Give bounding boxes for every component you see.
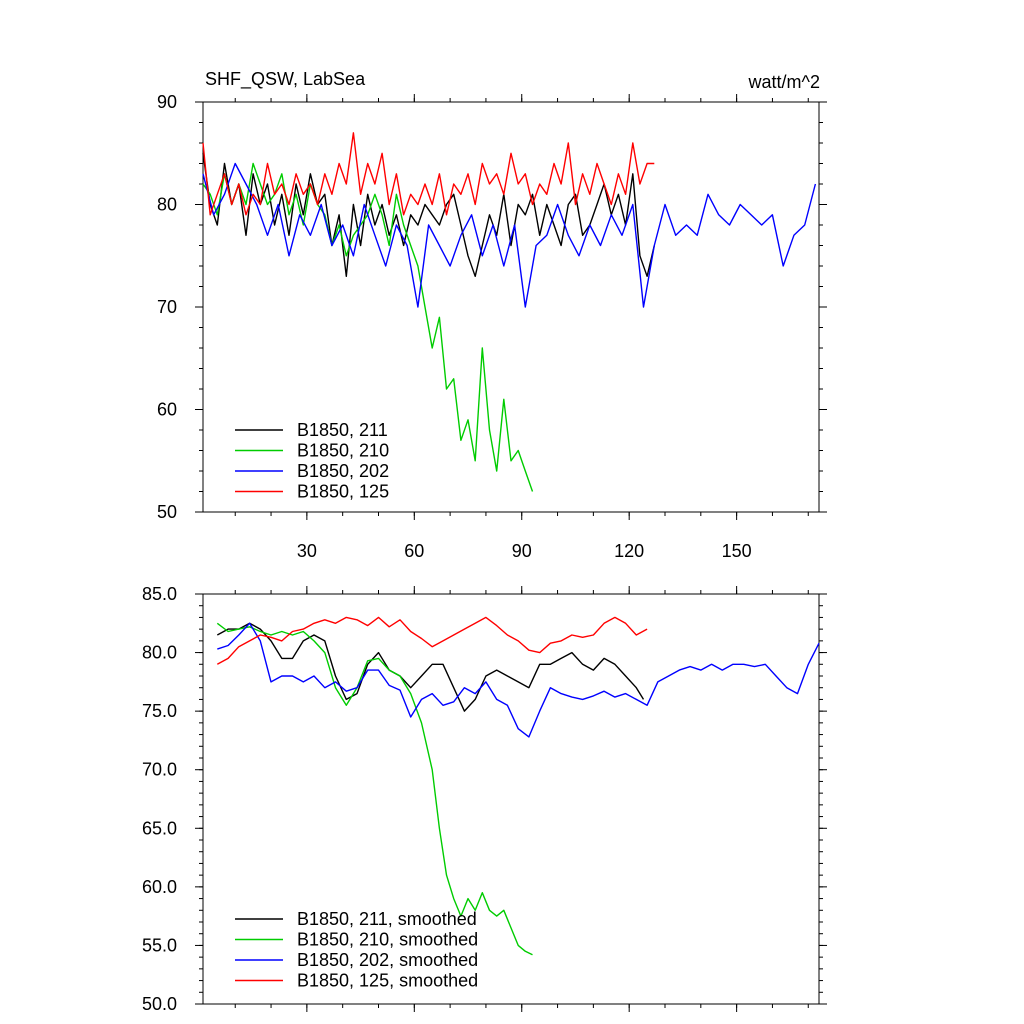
legend-label: B1850, 211 [297, 420, 388, 440]
y-tick-label: 60.0 [142, 877, 177, 897]
top-chart-units: watt/m^2 [748, 72, 820, 92]
series-line [216, 622, 645, 712]
y-tick-label: 60 [157, 400, 177, 420]
top-axis-ticks: 50 60 70 80 90 30 60 90 120 150 [157, 92, 827, 561]
x-tick-label: 90 [512, 541, 532, 561]
y-tick-label: 70.0 [142, 760, 177, 780]
legend-label: B1850, 210, smoothed [297, 930, 478, 950]
top-series-lines [202, 132, 817, 492]
y-tick-label: 70 [157, 297, 177, 317]
series-line [202, 153, 655, 277]
x-tick-label: 60 [404, 541, 424, 561]
x-tick-label: 120 [614, 541, 644, 561]
bottom-axis-ticks: 50.0 55.0 60.0 65.0 70.0 75.0 80.0 85.0 [142, 584, 827, 1014]
bottom-plot-frame [202, 593, 820, 1005]
bottom-series-lines [216, 616, 820, 956]
x-tick-label: 30 [297, 541, 317, 561]
legend-label: B1850, 125, smoothed [297, 971, 478, 991]
legend-label: B1850, 210 [297, 441, 389, 461]
top-panel: SHF_QSW, LabSea watt/m^2 50 60 70 80 90 30 60 9… [157, 69, 827, 561]
top-chart-title: SHF_QSW, LabSea [205, 69, 366, 90]
y-tick-label: 55.0 [142, 935, 177, 955]
legend-label: B1850, 202, smoothed [297, 950, 478, 970]
y-tick-label: 85.0 [142, 584, 177, 604]
series-line [216, 616, 648, 665]
y-tick-label: 80 [157, 195, 177, 215]
series-line [202, 162, 817, 308]
y-tick-label: 50 [157, 502, 177, 522]
legend-label: B1850, 211, smoothed [297, 909, 477, 929]
legend-label: B1850, 125 [297, 482, 389, 502]
legend-label: B1850, 202 [297, 461, 389, 481]
y-tick-label: 50.0 [142, 994, 177, 1014]
y-tick-label: 65.0 [142, 818, 177, 838]
series-line [217, 622, 820, 738]
series-line [202, 132, 655, 216]
y-tick-label: 80.0 [142, 643, 177, 663]
bottom-panel: 50.0 55.0 60.0 65.0 70.0 75.0 80.0 85.0 B1850, … [142, 584, 827, 1014]
series-line [216, 622, 533, 956]
y-tick-label: 75.0 [142, 701, 177, 721]
top-plot-frame [202, 101, 820, 513]
x-tick-label: 150 [722, 541, 752, 561]
y-tick-label: 90 [157, 92, 177, 112]
